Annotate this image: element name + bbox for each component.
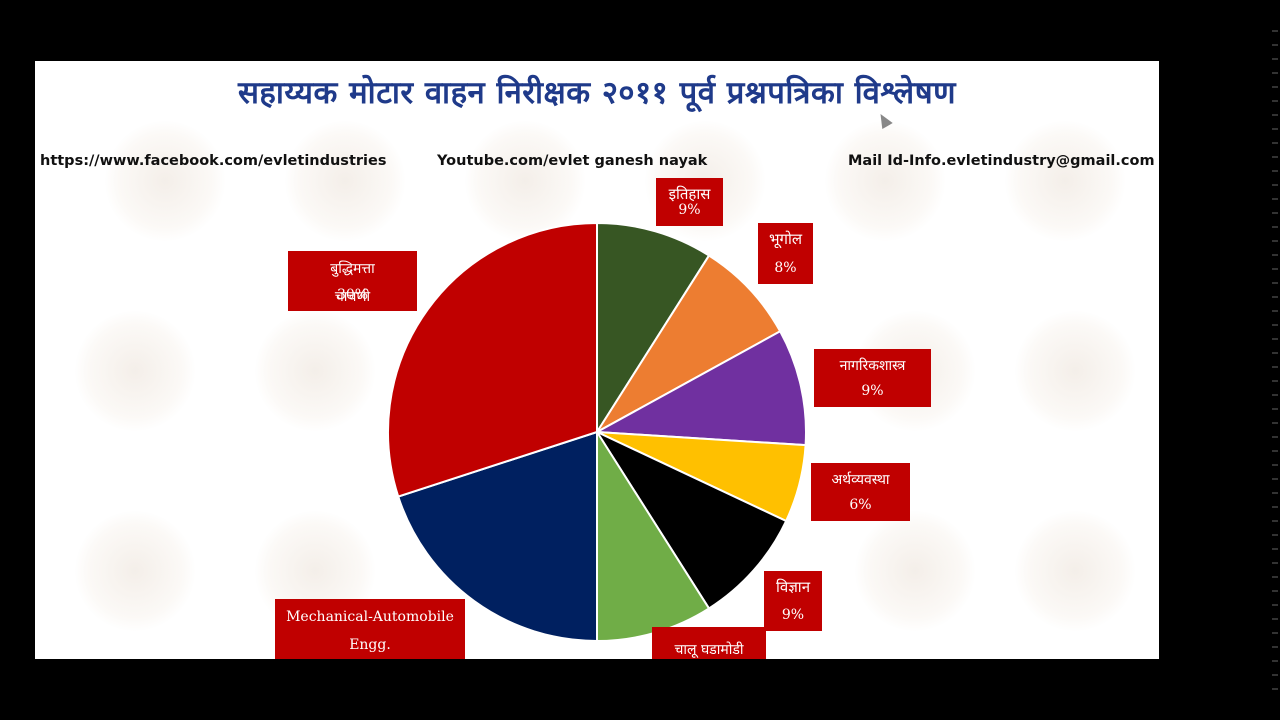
- watermark-emblem: [1015, 511, 1135, 631]
- label-box-bg: [758, 223, 813, 284]
- youtube-link[interactable]: Youtube.com/evlet ganesh nayak: [437, 153, 708, 169]
- watermark-emblem: [285, 121, 405, 241]
- slice-label: Mechanical-Automobile: [286, 609, 454, 625]
- data-label-box: चालू घडामोडी: [652, 627, 766, 659]
- watermark-emblem: [75, 311, 195, 431]
- pie-chart: इतिहास9%भूगोल8%नागरिकशास्त्र9%अर्थव्यवस्…: [275, 178, 931, 659]
- pie-slice: [387, 221, 598, 498]
- pie-slice: [593, 329, 807, 447]
- mail-link[interactable]: Mail Id-Info.evletindustry@gmail.com: [848, 153, 1155, 169]
- pie-slice: [396, 430, 598, 643]
- slice-label: चाचणी: [335, 288, 371, 305]
- slide-title: सहाय्यक मोटार वाहन निरीक्षक २०११ पूर्व प…: [237, 75, 957, 111]
- watermark-emblem: [1005, 121, 1125, 241]
- data-label-box: नागरिकशास्त्र 9%: [814, 349, 931, 407]
- slice-percent-label: 9%: [678, 202, 700, 218]
- watermark-emblem: [255, 311, 375, 431]
- pie-slice: [594, 429, 788, 610]
- pie-slice: [596, 221, 711, 436]
- slice-label: विज्ञान: [776, 578, 811, 596]
- label-box-bg: [764, 571, 822, 631]
- label-box-bg: [814, 349, 931, 407]
- data-label-box: विज्ञान 9%: [764, 571, 822, 631]
- data-label-box: बुद्धिमत्ता चाचणी30%: [288, 251, 417, 311]
- slice-label: भूगोल: [769, 230, 803, 249]
- watermark-emblem: [855, 511, 975, 631]
- slice-label: चालू घडामोडी: [675, 641, 744, 658]
- data-label-box: इतिहास9%: [656, 178, 723, 226]
- slice-label: बुद्धिमत्ता: [330, 260, 375, 277]
- slice-percent-label: 6%: [849, 497, 871, 513]
- data-label-box: भूगोल 8%: [758, 223, 813, 284]
- label-box-bg: [811, 463, 910, 521]
- label-box-bg: [275, 599, 465, 659]
- slice-label: नागरिकशास्त्र: [840, 357, 906, 374]
- slice-label: इतिहास: [669, 185, 712, 203]
- watermark-emblem: [825, 121, 945, 241]
- slice-percent-label: 9%: [782, 607, 804, 623]
- slice-percent-label: 30%: [337, 287, 368, 303]
- slice-label: अर्थव्यवस्था: [831, 471, 889, 488]
- label-box-bg: [652, 627, 766, 659]
- slice-percent-label: 9%: [861, 383, 883, 399]
- pie-slice: [596, 254, 782, 433]
- watermark-emblem: [465, 121, 585, 241]
- data-label-box: Mechanical-Automobile Engg.: [275, 599, 465, 659]
- slide: सहाय्यक मोटार वाहन निरीक्षक २०११ पूर्व प…: [35, 61, 1159, 659]
- data-label-box: अर्थव्यवस्था 6%: [811, 463, 910, 521]
- watermark-emblem: [105, 121, 225, 241]
- watermark-emblem: [75, 511, 195, 631]
- slice-percent-label: 8%: [774, 260, 796, 276]
- watermark-emblem: [1015, 311, 1135, 431]
- scrollbar-marks: [1272, 30, 1278, 690]
- label-box-bg: [656, 178, 723, 226]
- facebook-link[interactable]: https://www.facebook.com/evletindustries: [40, 153, 387, 169]
- slice-label: Engg.: [349, 637, 391, 653]
- label-box-bg: [288, 251, 417, 311]
